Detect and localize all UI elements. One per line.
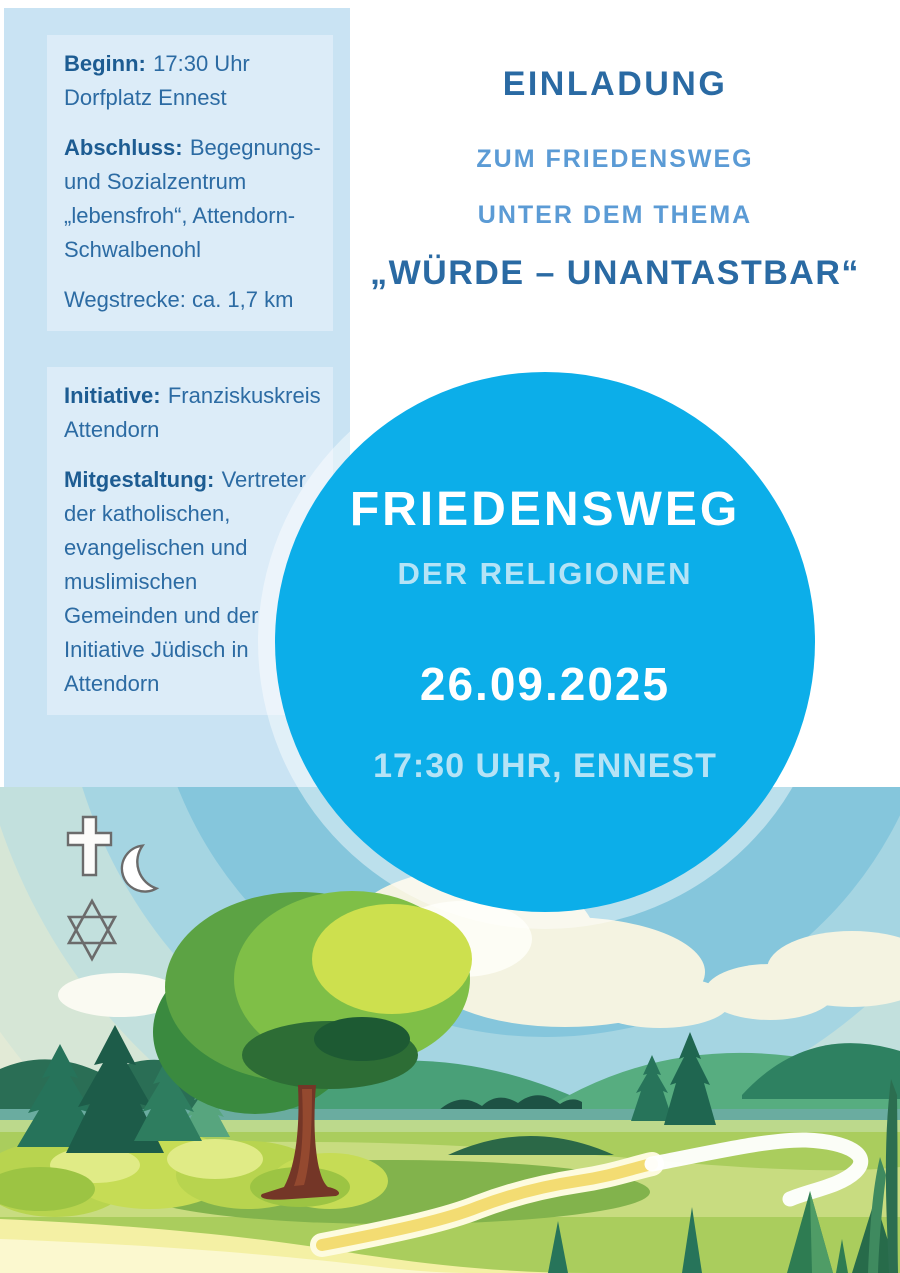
star-of-david-icon	[66, 898, 118, 962]
event-details-box: Beginn: 17:30 Uhr Dorfplatz Ennest Abschl…	[47, 35, 333, 331]
distance-text: Wegstrecke: ca. 1,7 km	[64, 287, 294, 312]
invitation-headings: EINLADUNG ZUM FRIEDENSWEG UNTER DEM THEM…	[330, 64, 900, 294]
pine-trees-left	[17, 1025, 230, 1153]
contributors-paragraph: Mitgestaltung: Vertreter der katholischen…	[64, 463, 316, 701]
badge-time-place: 17:30 UHR, ENNEST	[373, 747, 717, 785]
badge-subtitle: DER RELIGIONEN	[397, 556, 693, 591]
badge-date: 26.09.2025	[419, 658, 671, 710]
begin-paragraph: Beginn: 17:30 Uhr Dorfplatz Ennest	[64, 47, 316, 115]
winding-path	[0, 1132, 869, 1273]
badge-title: FRIEDENSWEG	[349, 483, 741, 536]
invitation-title: EINLADUNG	[502, 65, 728, 103]
christian-cross-icon	[66, 815, 113, 877]
contributors-text: Vertreter der katholischen, evangelische…	[64, 467, 306, 696]
landscape-illustration	[0, 787, 900, 1273]
end-text: Begegnungs- und Sozialzentrum „lebensfro…	[64, 135, 321, 262]
pine-trees-mid	[631, 1032, 716, 1125]
begin-label: Beginn:	[64, 51, 146, 76]
big-tree	[153, 891, 472, 1200]
event-badge-circle: FRIEDENSWEG DER RELIGIONEN 26.09.2025 17…	[275, 372, 815, 912]
organizers-box: Initiative: Franziskuskreis Attendorn Mit…	[47, 367, 333, 715]
invitation-theme: „WÜRDE – UNANTASTBAR“	[370, 254, 860, 292]
religion-symbols	[66, 815, 160, 962]
end-paragraph: Abschluss: Begegnungs- und Sozialzentrum …	[64, 131, 321, 267]
initiative-label: Initiative:	[64, 383, 161, 408]
begin-text: 17:30 Uhr Dorfplatz Ennest	[64, 51, 250, 110]
info-sidebar: Beginn: 17:30 Uhr Dorfplatz Ennest Abschl…	[4, 8, 350, 787]
end-label: Abschluss:	[64, 135, 183, 160]
invitation-subtitle-2: UNTER DEM THEMA	[477, 201, 753, 229]
initiative-paragraph: Initiative: Franziskuskreis Attendorn	[64, 379, 321, 447]
distance-paragraph: Wegstrecke: ca. 1,7 km	[64, 283, 316, 317]
contributors-label: Mitgestaltung:	[64, 467, 215, 492]
conifers-right	[548, 1079, 898, 1273]
invitation-subtitle-1: ZUM FRIEDENSWEG	[476, 145, 754, 173]
islamic-crescent-icon	[120, 844, 160, 893]
initiative-text: Franziskuskreis Attendorn	[64, 383, 321, 442]
